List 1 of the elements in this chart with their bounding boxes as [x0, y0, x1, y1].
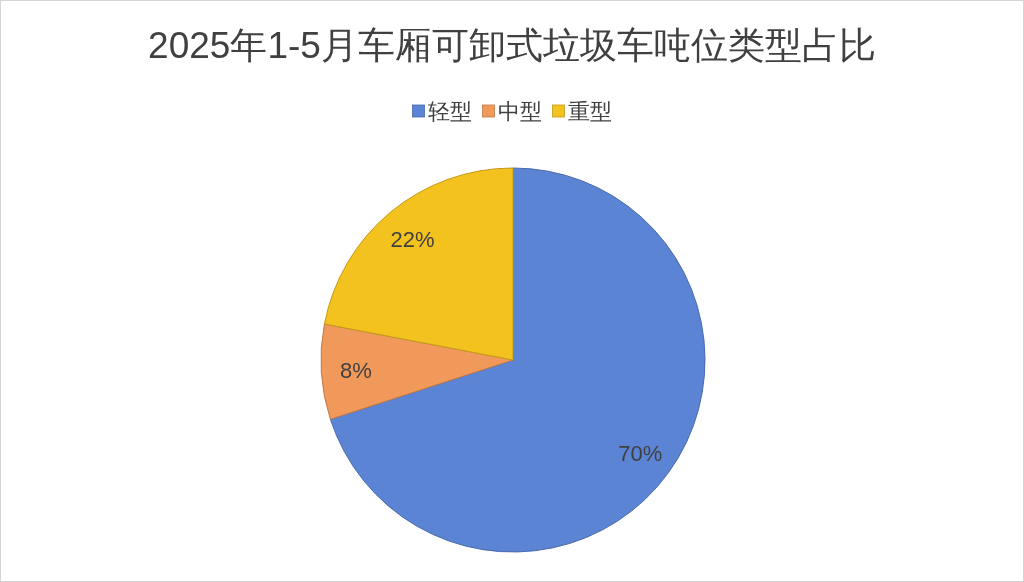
title: 2025年1-5月车厢可卸式垃圾车吨位类型占比 [148, 25, 876, 66]
